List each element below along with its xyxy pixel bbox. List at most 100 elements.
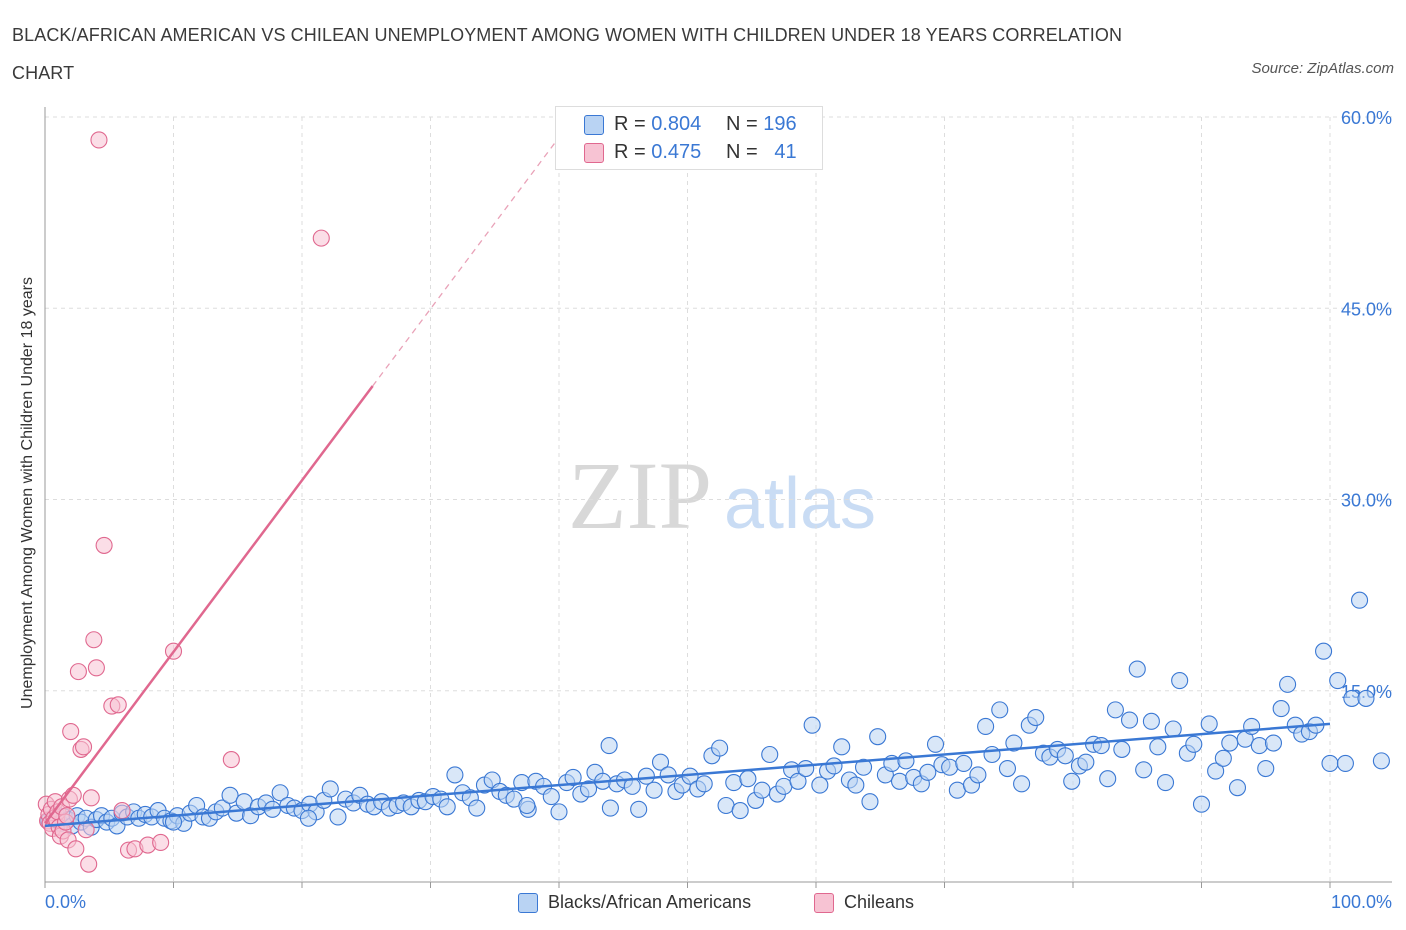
data-point-blacks xyxy=(329,808,347,826)
data-point-blacks xyxy=(1092,737,1110,755)
data-point-blacks xyxy=(711,739,729,757)
data-point-blacks xyxy=(789,772,807,790)
axes xyxy=(44,107,1392,888)
r-value: 0.475 xyxy=(651,141,702,163)
data-point-blacks xyxy=(1257,759,1275,778)
legend-r: R = 0.804 xyxy=(614,110,701,138)
data-point-chileans xyxy=(58,807,76,825)
data-point-blacks xyxy=(731,802,749,820)
legend-n: N = 196 xyxy=(726,110,797,138)
data-point-blacks xyxy=(1250,737,1268,755)
data-point-blacks xyxy=(1228,779,1247,797)
source-label: Source: ZipAtlas.com xyxy=(1251,60,1394,77)
x-tick-label: 100.0% xyxy=(1331,892,1392,912)
r-label: R = xyxy=(614,113,646,135)
data-point-chileans xyxy=(109,696,127,714)
data-point-blacks xyxy=(977,717,995,736)
data-point-blacks xyxy=(637,767,655,785)
y-tick-label: 45.0% xyxy=(1341,299,1392,319)
data-point-blacks xyxy=(1336,754,1354,772)
data-point-blacks xyxy=(1243,717,1261,736)
data-point-blacks xyxy=(580,780,598,798)
data-point-chileans xyxy=(312,229,330,247)
watermark: ZIP atlas xyxy=(568,442,876,549)
data-point-blacks xyxy=(1329,671,1347,690)
trend-lines xyxy=(43,137,1331,828)
data-point-blacks xyxy=(1207,762,1225,780)
data-point-blacks xyxy=(630,800,648,818)
data-point-chileans xyxy=(95,536,113,554)
data-point-blacks xyxy=(797,759,815,778)
grid xyxy=(45,116,1392,882)
data-point-blacks xyxy=(600,737,618,755)
data-point-blacks xyxy=(601,799,619,817)
data-point-blacks xyxy=(1279,675,1297,693)
data-point-chileans xyxy=(80,855,98,873)
n-value: 196 xyxy=(763,113,797,135)
data-point-blacks xyxy=(869,728,887,746)
data-point-blacks xyxy=(1128,660,1146,678)
watermark-zip: ZIP xyxy=(568,442,712,549)
data-point-blacks xyxy=(955,754,973,772)
trend-line-blacks xyxy=(44,722,1331,828)
data-point-blacks xyxy=(1164,720,1182,738)
data-point-blacks xyxy=(1099,770,1117,788)
data-point-blacks xyxy=(1372,752,1390,770)
data-point-blacks xyxy=(542,788,560,806)
blue-swatch-icon xyxy=(518,893,538,913)
data-point-blacks xyxy=(833,738,851,756)
data-point-blacks xyxy=(1142,712,1160,730)
data-point-blacks xyxy=(1106,701,1124,719)
data-point-chileans xyxy=(87,659,105,677)
data-point-blacks xyxy=(550,803,568,821)
trend-line-chileans-extension xyxy=(372,137,560,387)
n-label: N = xyxy=(726,141,758,163)
data-point-blacks xyxy=(919,763,937,781)
data-point-blacks xyxy=(803,716,821,734)
x-tick-label: 0.0% xyxy=(45,892,86,912)
chart-title: BLACK/AFRICAN AMERICAN VS CHILEAN UNEMPL… xyxy=(12,25,1123,83)
data-point-blacks xyxy=(991,701,1009,719)
n-label: N = xyxy=(726,113,758,135)
data-point-blacks xyxy=(1120,711,1139,729)
data-point-blacks xyxy=(321,780,339,798)
data-point-blacks xyxy=(847,776,865,794)
data-point-blacks xyxy=(725,773,743,792)
data-point-blacks xyxy=(1005,734,1023,752)
data-point-blacks xyxy=(969,766,987,784)
pink-swatch-icon xyxy=(584,143,604,163)
r-value: 0.804 xyxy=(651,113,702,135)
trend-line-chileans xyxy=(43,385,374,825)
data-point-chileans xyxy=(64,786,82,804)
data-point-blacks xyxy=(645,781,663,799)
data-point-blacks xyxy=(164,813,183,831)
data-point-blacks xyxy=(1351,591,1369,609)
data-point-blacks xyxy=(941,758,959,776)
data-point-blacks xyxy=(1149,738,1167,756)
pink-swatch-icon xyxy=(814,893,834,913)
data-point-blacks xyxy=(761,745,779,764)
data-point-blacks xyxy=(1135,761,1153,779)
data-point-blacks xyxy=(1027,708,1045,727)
data-point-blacks xyxy=(1264,734,1283,752)
n-value: 41 xyxy=(774,141,797,163)
y-tick-label: 30.0% xyxy=(1341,491,1392,511)
series-blacks-points xyxy=(40,591,1390,836)
data-point-blacks xyxy=(890,772,909,790)
data-point-blacks xyxy=(854,758,873,776)
data-point-blacks xyxy=(897,752,915,770)
data-point-blacks xyxy=(695,775,713,793)
blue-swatch-icon xyxy=(584,115,604,135)
data-point-chileans xyxy=(82,789,100,807)
correlation-legend: R = 0.804 N = 196 R = 0.475 N = 41 xyxy=(555,106,823,170)
y-tick-label: 60.0% xyxy=(1341,108,1392,128)
data-point-blacks xyxy=(221,786,239,804)
data-point-blacks xyxy=(998,759,1017,778)
data-point-blacks xyxy=(518,796,536,815)
legend-label: Blacks/African Americans xyxy=(548,892,752,912)
data-point-blacks xyxy=(1192,795,1211,813)
data-point-blacks xyxy=(926,735,945,753)
data-point-blacks xyxy=(753,781,771,799)
data-point-blacks xyxy=(271,784,289,802)
